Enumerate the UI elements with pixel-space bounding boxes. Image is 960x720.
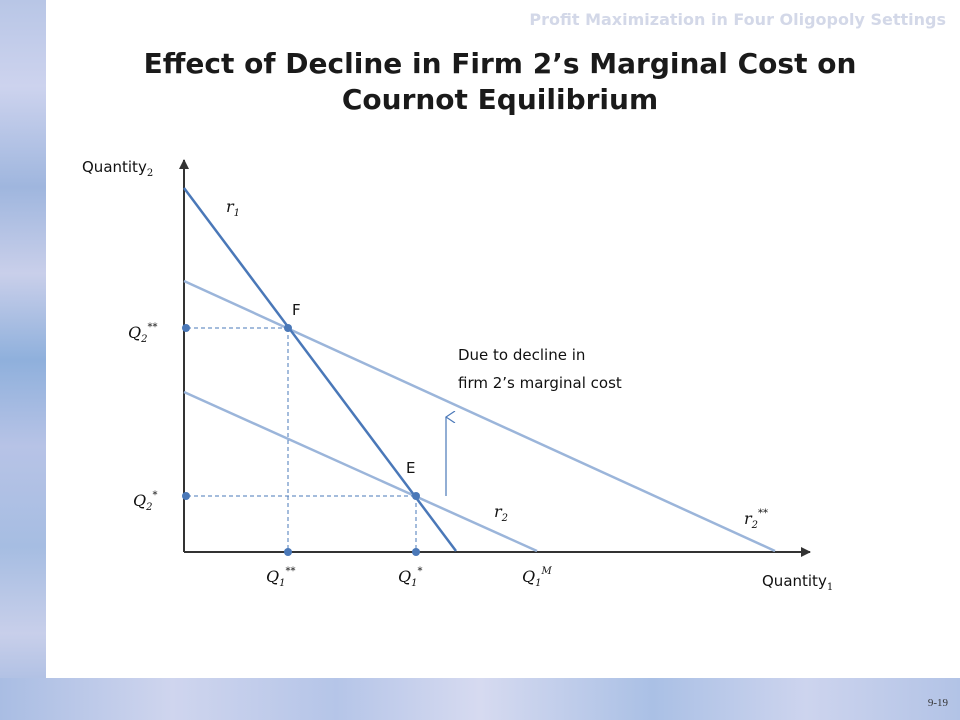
left-decorative-band [0, 0, 46, 720]
r2-double-star-curve [183, 279, 776, 553]
r1-label: r1 [226, 197, 240, 219]
point-f-dot [284, 324, 292, 332]
r2-double-star-label: r2** [744, 508, 768, 531]
q2-star-dot [182, 492, 190, 500]
q2-double-star-label: Q2** [128, 322, 158, 345]
y-axis-label: Quantity2 [82, 158, 153, 179]
page-number: 9-19 [927, 697, 948, 709]
annotation-line-1: Due to decline in [458, 346, 585, 364]
q1-star-label: Q1* [398, 566, 423, 589]
x-axis-label: Quantity1 [762, 572, 833, 593]
q1-double-star-dot [284, 548, 292, 556]
r2-curve [183, 390, 538, 553]
q2-double-star-dot [182, 324, 190, 332]
point-e-label: E [406, 459, 415, 477]
slide-title: Effect of Decline in Firm 2’s Marginal C… [60, 46, 940, 118]
r2-label: r2 [494, 502, 508, 524]
point-f-label: F [292, 301, 301, 319]
slide-header: Profit Maximization in Four Oligopoly Se… [529, 10, 946, 29]
annotation-line-2: firm 2’s marginal cost [458, 374, 622, 392]
point-e-dot [412, 492, 420, 500]
r1-curve [182, 187, 458, 552]
q1-double-star-label: Q1** [266, 566, 296, 589]
q2-star-label: Q2* [133, 490, 158, 513]
q1-star-dot [412, 548, 420, 556]
slide-title-line-2: Cournot Equilibrium [341, 83, 659, 116]
bottom-decorative-band [0, 678, 960, 720]
q1-monopoly-label: Q1M [522, 566, 553, 589]
slide-title-line-1: Effect of Decline in Firm 2’s Marginal C… [143, 47, 857, 80]
